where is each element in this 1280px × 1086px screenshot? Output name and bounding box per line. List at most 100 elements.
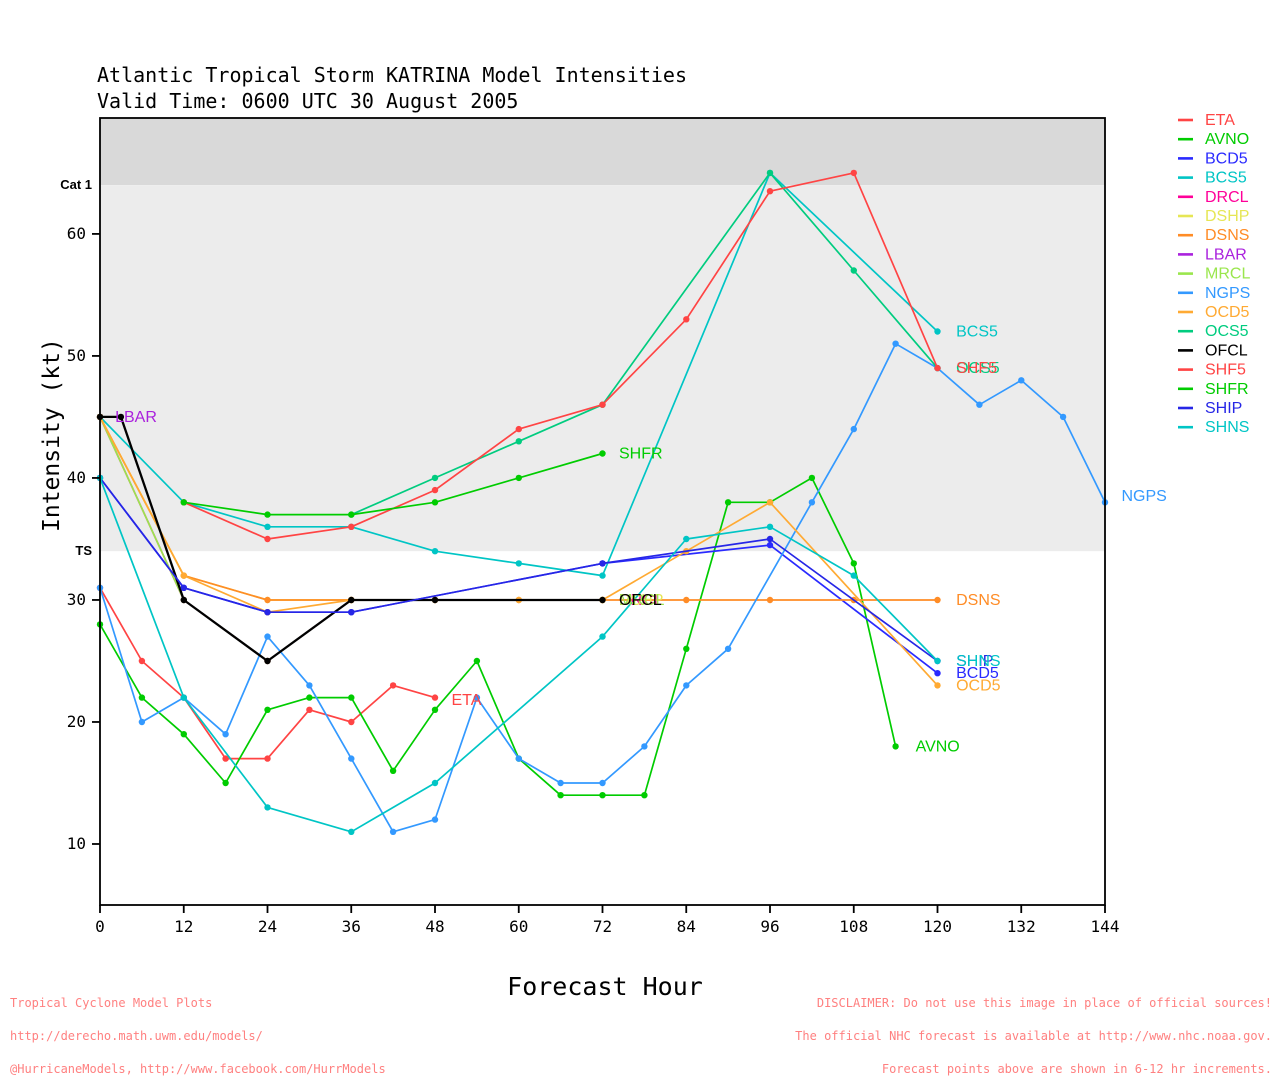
data-point-AVNO (557, 792, 564, 799)
data-point-AVNO (473, 657, 481, 665)
data-point-AVNO (724, 499, 732, 506)
series-line-NGPS (99, 342, 1106, 833)
data-point-NGPS (641, 743, 648, 750)
data-point-AVNO (389, 767, 397, 774)
band-tropical-storm (100, 185, 1105, 552)
data-point-NGPS (599, 779, 606, 787)
data-point-AVNO (138, 694, 146, 701)
series-label-DSHP: DSHP (619, 592, 663, 609)
data-point-ETA (348, 718, 355, 726)
series-label-OFCL: OFCL (619, 592, 662, 609)
footer-disclaimer-line2: The official NHC forecast is available a… (795, 1029, 1272, 1043)
data-point-AVNO (850, 560, 857, 567)
data-point-SHNS (683, 535, 690, 543)
legend-label-SHIP: SHIP (1205, 400, 1242, 417)
x-tick-label: 48 (425, 917, 444, 936)
data-point-ETA (138, 657, 146, 665)
data-point-BCS5 (599, 572, 606, 579)
data-point-SHNS (180, 694, 187, 701)
data-point-SHNS (599, 633, 606, 640)
legend-item-SHFR: SHFR (1178, 381, 1249, 398)
legend-item-OCD5: OCD5 (1178, 304, 1250, 321)
data-point-OCS5 (515, 438, 522, 445)
data-point-SHF5 (766, 188, 774, 195)
data-point-AVNO (264, 706, 271, 713)
series-label-DSNS: DSNS (956, 592, 1000, 609)
x-tick-label: 96 (760, 917, 779, 936)
y-tick-label: 40 (67, 468, 86, 487)
axis-ticks: 0 12 24 36 48 60 72 84 96 108 120 132 144 10 20 30 40 50 6… (67, 224, 1120, 936)
data-point-AVNO (599, 792, 606, 799)
data-point-AVNO (641, 792, 648, 799)
data-point-BCD5 (934, 670, 941, 677)
legend-label-ETA: ETA (1205, 112, 1235, 129)
x-tick-label: 0 (95, 917, 105, 936)
data-point-AVNO (306, 694, 313, 701)
legend-label-BCS5: BCS5 (1205, 170, 1247, 187)
series-SHNS (96, 474, 941, 835)
legend-label-AVNO: AVNO (1205, 131, 1249, 148)
data-point-SHNS (766, 523, 774, 530)
legend-item-DRCL: DRCL (1178, 189, 1249, 206)
x-tick-label: 84 (677, 917, 696, 936)
data-point-OCD5 (180, 572, 187, 579)
data-point-NGPS (264, 633, 271, 640)
data-point-NGPS (389, 828, 397, 835)
series-label-NGPS: NGPS (1122, 488, 1167, 505)
data-point-NGPS (724, 645, 732, 652)
series-label-DRCL: DRCL (619, 592, 663, 609)
data-point-SHF5 (348, 523, 355, 530)
chart-valid-time: Valid Time: 0600 UTC 30 August 2005 (97, 89, 519, 113)
series-line-SHFR (183, 452, 603, 516)
series-OFCL (96, 413, 606, 665)
series-label-AVNO: AVNO (916, 738, 960, 755)
data-point-OFCL (599, 596, 606, 604)
data-point-SHF5 (431, 486, 439, 494)
x-tick-label: 108 (839, 917, 868, 936)
legend-item-LBAR: LBAR (1178, 246, 1247, 263)
data-point-SHNS (348, 828, 355, 835)
data-point-SHNS (934, 657, 941, 665)
threshold-label-cat-1: Cat 1 (60, 177, 92, 192)
data-point-NGPS (473, 694, 481, 701)
data-point-BCS5 (515, 560, 522, 567)
legend-item-MRCL: MRCL (1178, 266, 1250, 283)
data-point-NGPS (515, 755, 522, 762)
data-point-NGPS (850, 425, 857, 433)
legend-item-NGPS: NGPS (1178, 285, 1250, 302)
data-point-BCS5 (264, 523, 271, 530)
data-point-SHFR (599, 450, 606, 457)
data-point-OFCL (264, 657, 271, 665)
data-point-SHFR (515, 474, 522, 482)
y-tick-label: 50 (67, 346, 86, 365)
series-line-SHF5 (183, 172, 939, 540)
x-tick-label: 12 (174, 917, 193, 936)
data-point-SHNS (850, 572, 857, 579)
data-point-SHIP (599, 560, 606, 567)
data-point-OCS5 (850, 267, 857, 274)
data-point-OCD5 (766, 499, 774, 506)
data-point-AVNO (348, 694, 355, 701)
band-hurricane (100, 118, 1105, 186)
data-point-NGPS (683, 682, 690, 689)
data-point-BCD5 (766, 541, 774, 549)
series-label-SHFR: SHFR (619, 446, 663, 463)
series-SHFR (180, 450, 606, 518)
data-point-SHIP (264, 609, 271, 616)
x-tick-label: 60 (509, 917, 528, 936)
footer-disclaimer: DISCLAIMER: Do not use this image in pla… (795, 976, 1272, 1086)
legend-item-BCS5: BCS5 (1178, 170, 1247, 187)
legend-item-DSHP: DSHP (1178, 208, 1249, 225)
data-point-ETA (264, 755, 271, 762)
data-point-SHIP (766, 535, 774, 543)
data-point-OFCL (348, 596, 355, 604)
legend-item-SHF5: SHF5 (1178, 362, 1246, 379)
legend-item-ETA: ETA (1178, 112, 1235, 129)
legend-item-SHIP: SHIP (1178, 400, 1242, 417)
footer-credits: Tropical Cyclone Model Plots http://dere… (10, 976, 386, 1086)
legend-item-OFCL: OFCL (1178, 342, 1248, 359)
legend-label-DSHP: DSHP (1205, 208, 1249, 225)
data-point-OFCL (180, 596, 187, 604)
data-point-NGPS (222, 731, 229, 738)
